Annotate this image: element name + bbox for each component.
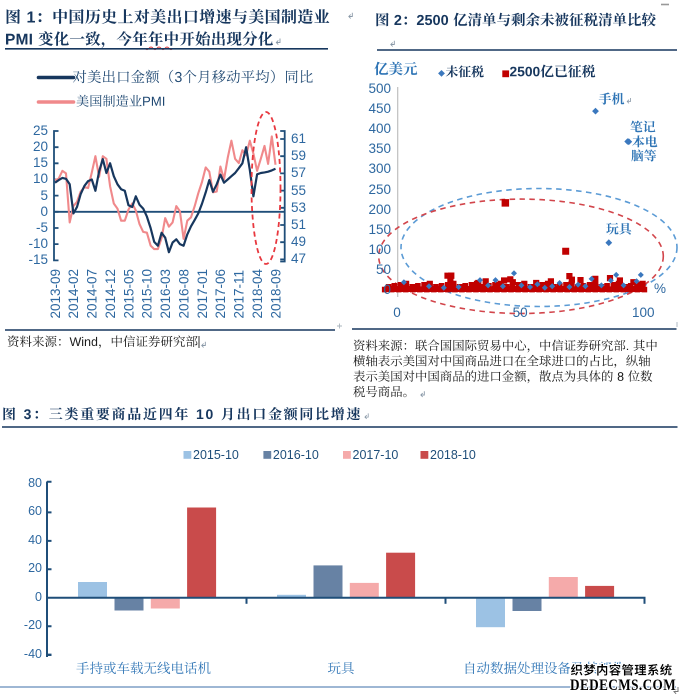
svg-text:2016-03: 2016-03 (158, 269, 173, 319)
svg-text:2018-09: 2018-09 (268, 269, 283, 319)
svg-text:2017-06: 2017-06 (213, 269, 228, 319)
svg-text:2016-08: 2016-08 (176, 269, 191, 319)
svg-text:2014-02: 2014-02 (66, 269, 81, 319)
svg-text:2015-05: 2015-05 (121, 269, 136, 319)
svg-text:2018-04: 2018-04 (250, 268, 265, 318)
svg-text:2017-11: 2017-11 (232, 270, 247, 319)
svg-text:2015-10: 2015-10 (140, 269, 155, 319)
svg-text:2014-12: 2014-12 (103, 269, 118, 319)
svg-text:2013-09: 2013-09 (48, 269, 63, 319)
svg-text:2017-01: 2017-01 (195, 269, 210, 319)
svg-text:2014-07: 2014-07 (85, 269, 100, 319)
